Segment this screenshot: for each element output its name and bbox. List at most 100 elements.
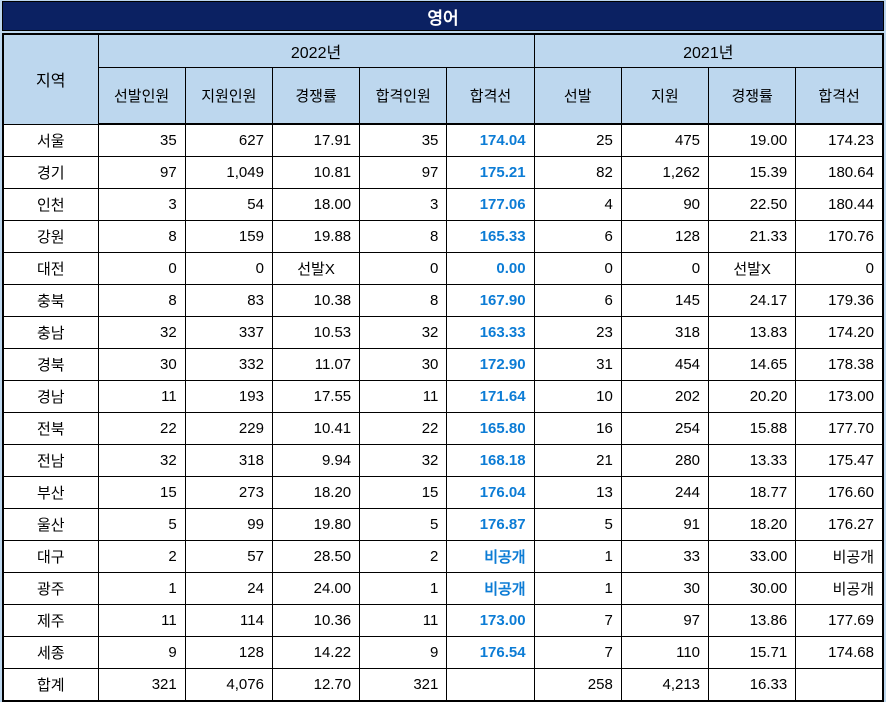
- cell-value: 177.69: [795, 604, 884, 637]
- cell-value: 627: [184, 123, 273, 157]
- cell-value: 13: [533, 476, 622, 509]
- cell-value: 6: [533, 284, 622, 317]
- cell-value: 1: [97, 572, 186, 605]
- cell-value: 9: [97, 636, 186, 669]
- cell-value: 16.33: [708, 668, 797, 702]
- region-cell: 인천: [2, 188, 99, 221]
- cell-value: 24.00: [271, 572, 361, 605]
- column-header-2022-selection: 선발인원: [97, 67, 186, 125]
- cell-value: 57: [184, 540, 273, 573]
- region-cell: 서울: [2, 123, 99, 157]
- cell-value: 332: [184, 348, 273, 381]
- cell-value: 14.22: [271, 636, 361, 669]
- cell-value: 11.07: [271, 348, 361, 381]
- cell-value: 8: [97, 284, 186, 317]
- table-row: 대전 0 0 선발X 0 0.00 0 0 선발X 0: [2, 252, 884, 285]
- cell-value: 30: [620, 572, 710, 605]
- cell-passline-2022: 171.64: [446, 380, 535, 413]
- table-body: 서울 35 627 17.91 35 174.04 25 475 19.00 174.23 경기 97…: [2, 123, 884, 702]
- cell-value: 32: [359, 316, 448, 349]
- cell-value: 22.50: [708, 188, 797, 221]
- cell-value: 17.91: [271, 123, 361, 157]
- cell-value: 15: [359, 476, 448, 509]
- table-row: 전남 32 318 9.94 32 168.18 21 280 13.33 175.47: [2, 444, 884, 477]
- cell-value: 10.36: [271, 604, 361, 637]
- cell-value: 17.55: [271, 380, 361, 413]
- region-cell: 세종: [2, 636, 99, 669]
- cell-value: 24.17: [708, 284, 797, 317]
- cell-value: 97: [359, 156, 448, 189]
- cell-value: 202: [620, 380, 710, 413]
- cell-value: 258: [533, 668, 622, 702]
- cell-value: [795, 668, 884, 702]
- cell-value: 90: [620, 188, 710, 221]
- cell-value: 15.88: [708, 412, 797, 445]
- cell-passline-2022: 176.87: [446, 508, 535, 541]
- column-header-2021-selection: 선발: [533, 67, 622, 125]
- column-header-2022-applicants: 지원인원: [184, 67, 273, 125]
- year-header-2021: 2021년: [533, 33, 884, 68]
- cell-value: 11: [359, 604, 448, 637]
- table-row: 인천 3 54 18.00 3 177.06 4 90 22.50 180.44: [2, 188, 884, 221]
- region-cell: 전남: [2, 444, 99, 477]
- cell-passline-2022: 163.33: [446, 316, 535, 349]
- cell-value: 170.76: [795, 220, 884, 253]
- region-cell: 충남: [2, 316, 99, 349]
- cell-value: 128: [184, 636, 273, 669]
- cell-value: 2: [359, 540, 448, 573]
- cell-passline-2022: [446, 668, 535, 702]
- cell-value: 30: [97, 348, 186, 381]
- table-row: 충북 8 83 10.38 8 167.90 6 145 24.17 179.36: [2, 284, 884, 317]
- table-row: 충남 32 337 10.53 32 163.33 23 318 13.83 174.20: [2, 316, 884, 349]
- cell-passline-2022: 비공개: [446, 540, 535, 573]
- cell-value: 8: [359, 220, 448, 253]
- cell-value: 비공개: [795, 540, 884, 573]
- cell-passline-2022: 176.54: [446, 636, 535, 669]
- cell-value: 33.00: [708, 540, 797, 573]
- cell-value: 110: [620, 636, 710, 669]
- cell-value: 97: [620, 604, 710, 637]
- cell-value: 179.36: [795, 284, 884, 317]
- cell-value: 174.68: [795, 636, 884, 669]
- region-cell: 경남: [2, 380, 99, 413]
- table-row: 합계 321 4,076 12.70 321 258 4,213 16.33: [2, 668, 884, 702]
- cell-value: 11: [359, 380, 448, 413]
- cell-value: 180.64: [795, 156, 884, 189]
- region-cell: 충북: [2, 284, 99, 317]
- cell-value: 18.77: [708, 476, 797, 509]
- cell-value: 19.88: [271, 220, 361, 253]
- cell-value: 3: [97, 188, 186, 221]
- cell-value: 254: [620, 412, 710, 445]
- cell-passline-2022: 167.90: [446, 284, 535, 317]
- table-row: 부산 15 273 18.20 15 176.04 13 244 18.77 176.60: [2, 476, 884, 509]
- cell-value: 18.20: [708, 508, 797, 541]
- table-row: 세종 9 128 14.22 9 176.54 7 110 15.71 174.68: [2, 636, 884, 669]
- table-row: 전북 22 229 10.41 22 165.80 16 254 15.88 177.70: [2, 412, 884, 445]
- cell-value: 175.47: [795, 444, 884, 477]
- column-header-2022-passline: 합격선: [446, 67, 535, 125]
- cell-value: 15: [97, 476, 186, 509]
- cell-passline-2022: 172.90: [446, 348, 535, 381]
- cell-value: 22: [359, 412, 448, 445]
- region-cell: 대전: [2, 252, 99, 285]
- cell-value: 24: [184, 572, 273, 605]
- cell-value: 4,213: [620, 668, 710, 702]
- region-header: 지역: [2, 33, 99, 125]
- cell-value: 23: [533, 316, 622, 349]
- cell-value: 173.00: [795, 380, 884, 413]
- cell-value: 선발X: [271, 252, 361, 285]
- cell-value: 18.20: [271, 476, 361, 509]
- cell-value: 180.44: [795, 188, 884, 221]
- cell-value: 145: [620, 284, 710, 317]
- cell-value: 11: [97, 380, 186, 413]
- cell-value: 32: [97, 444, 186, 477]
- cell-value: 178.38: [795, 348, 884, 381]
- cell-value: 82: [533, 156, 622, 189]
- region-cell: 경기: [2, 156, 99, 189]
- table-row: 울산 5 99 19.80 5 176.87 5 91 18.20 176.27: [2, 508, 884, 541]
- cell-value: 0: [620, 252, 710, 285]
- regional-score-table: 지역 2022년 2021년 선발인원 지원인원 경쟁률 합격인원 합격선 선발…: [2, 33, 884, 702]
- cell-value: 12.70: [271, 668, 361, 702]
- cell-value: 83: [184, 284, 273, 317]
- cell-value: 0: [97, 252, 186, 285]
